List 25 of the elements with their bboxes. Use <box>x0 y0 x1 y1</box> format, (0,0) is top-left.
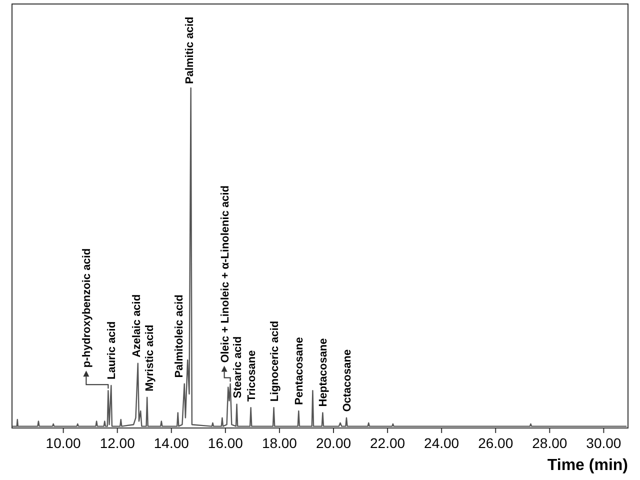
x-tick-label: 26.00 <box>478 435 514 451</box>
annotation: Tricosane <box>246 350 258 402</box>
annotation: Octacosane <box>341 349 354 412</box>
annotation: Oleic + Linoleic + α-Linolenic acid <box>219 185 232 363</box>
x-tick-label: 14.00 <box>154 435 190 451</box>
annotation: Palmitoleic acid <box>173 294 186 378</box>
x-tick-label: 22.00 <box>370 435 406 451</box>
x-tick-label: 28.00 <box>532 435 568 451</box>
annotation: Lauric acid <box>106 321 118 380</box>
annotation: Myristic acid <box>144 324 156 392</box>
annotation: Stearic acid <box>232 336 244 398</box>
x-tick-label: 24.00 <box>424 435 460 451</box>
x-tick-label: 30.00 <box>586 435 622 451</box>
x-tick-label: 10.00 <box>46 435 82 451</box>
x-tick-label: 18.00 <box>262 435 298 451</box>
annotation: Pentacosane <box>294 337 306 405</box>
annotation: Lignoceric acid <box>268 320 281 402</box>
x-axis-title: Time (min) <box>547 457 628 474</box>
x-tick-label: 20.00 <box>316 435 352 451</box>
x-tick-label: 12.00 <box>100 435 136 451</box>
annotation: Heptacosane <box>318 338 330 407</box>
annotation: p-hydroxybenzoic acid <box>81 248 94 368</box>
annotation: Palmitic acid <box>184 16 196 84</box>
annotation: Azelaic acid <box>130 294 143 358</box>
x-tick-label: 16.00 <box>208 435 244 451</box>
